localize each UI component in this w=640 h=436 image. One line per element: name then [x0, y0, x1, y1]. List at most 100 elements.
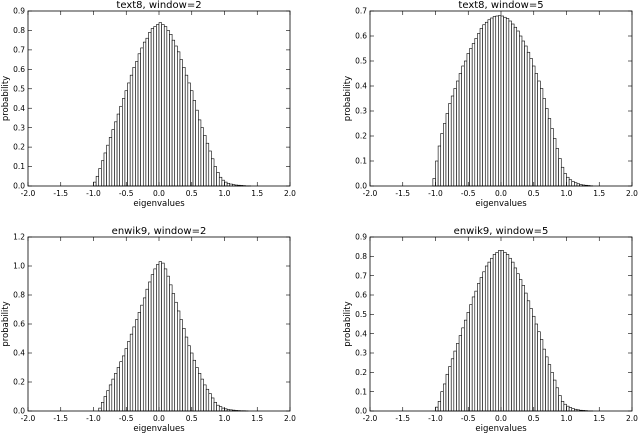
histogram-bar — [505, 18, 510, 187]
histogram-bar — [145, 288, 149, 412]
histogram-bar — [537, 80, 541, 187]
histogram-bar — [218, 406, 223, 412]
histogram-bar — [495, 15, 499, 187]
histogram-bar — [453, 88, 457, 187]
histogram-bar — [127, 82, 131, 187]
histogram-bar — [106, 144, 110, 187]
histogram-bar — [145, 37, 149, 187]
histogram-bar — [445, 113, 449, 187]
histogram-bar — [161, 24, 165, 187]
histogram-bar — [103, 152, 107, 187]
histogram-bar — [500, 250, 504, 412]
histogram-bar — [526, 51, 531, 187]
y-tick-label: 0.7 — [13, 45, 25, 54]
histogram-bar — [521, 40, 525, 187]
y-tick-label: 0.0 — [355, 182, 367, 191]
x-tick-label: 0.0 — [495, 414, 507, 423]
histogram-bar — [116, 113, 121, 187]
histogram-bar — [174, 45, 178, 187]
histogram-bar — [539, 88, 544, 187]
x-tick-label: 0.5 — [186, 414, 198, 423]
histogram-bar — [106, 390, 110, 412]
histogram-bar — [474, 38, 478, 187]
y-tick-label: 0.4 — [13, 349, 25, 358]
histogram-bar — [213, 401, 217, 412]
histogram-bar — [213, 166, 217, 187]
x-tick-label: -1.0 — [428, 189, 443, 198]
y-tick-label: 0.1 — [13, 162, 25, 171]
y-tick-label: 0.0 — [13, 407, 25, 416]
histogram-bar — [471, 296, 476, 412]
histogram-bar — [184, 336, 189, 412]
histogram-bar — [448, 103, 452, 187]
histogram-bar — [568, 179, 573, 187]
histogram-bar — [171, 293, 176, 412]
y-tick-label: 0.4 — [13, 104, 25, 113]
histogram-bar — [205, 388, 210, 412]
histogram-bar — [148, 281, 152, 412]
histogram-bar — [568, 407, 573, 412]
histogram-bar — [208, 150, 212, 187]
histogram-bar — [203, 384, 207, 412]
histogram-bar — [166, 275, 170, 412]
histogram-bar — [435, 160, 439, 187]
histogram-bar — [466, 53, 470, 187]
histogram-bar — [456, 80, 460, 187]
x-tick-label: 0.5 — [528, 189, 540, 198]
histogram-bar — [560, 166, 565, 187]
x-tick-label: 1.0 — [561, 189, 573, 198]
histogram-bar — [482, 24, 486, 187]
y-axis-label: probability — [343, 76, 353, 121]
histogram-bar — [124, 90, 128, 187]
histogram-bar — [519, 35, 523, 187]
histogram-bar — [98, 407, 102, 412]
histogram-bar — [534, 73, 538, 187]
histogram-bar — [108, 384, 113, 412]
histogram-bar — [135, 319, 139, 412]
y-tick-label: 0.0 — [13, 182, 25, 191]
histogram-bar — [529, 58, 533, 187]
x-tick-label: -1.5 — [53, 414, 68, 423]
histogram-bar — [95, 175, 100, 187]
histogram-bar — [122, 355, 126, 412]
histogram-bar — [469, 48, 473, 187]
histogram-bar — [513, 267, 518, 412]
chart-title: text8, window=2 — [116, 0, 201, 11]
histogram-bar — [453, 350, 457, 412]
y-tick-label: 0.8 — [355, 252, 367, 261]
histogram-bar — [505, 254, 510, 412]
y-tick-label: 0.7 — [355, 271, 367, 280]
y-tick-label: 0.5 — [355, 57, 367, 66]
histogram-bar — [445, 373, 449, 412]
chart-panel-1: -2.0 -1.5 -1.0 -0.5 0.0 0.5 1.0 1.5 2.0 0.0 0.1 0.2… — [1, 0, 296, 209]
x-tick-label: 1.5 — [251, 189, 263, 198]
histogram-bar — [542, 348, 546, 412]
histogram-bar — [132, 67, 136, 187]
histogram-bar — [534, 323, 538, 412]
histogram-bar — [550, 128, 554, 187]
histogram-bar — [187, 345, 191, 412]
histogram-bar — [218, 176, 223, 187]
histogram-bar — [432, 178, 436, 187]
histogram-bar — [203, 135, 207, 187]
y-tick-label: 0.6 — [355, 291, 367, 300]
histogram-bar — [555, 148, 559, 187]
histogram-bar — [490, 257, 494, 412]
histogram-bar — [216, 172, 220, 187]
y-tick-label: 0.2 — [355, 368, 367, 377]
histogram-bar — [135, 61, 139, 187]
histogram-bar — [490, 17, 494, 187]
histogram-bar — [529, 308, 533, 412]
histogram-bar — [484, 21, 489, 187]
histogram-bar — [542, 98, 546, 187]
histogram-bar — [137, 312, 141, 412]
y-tick-label: 0.4 — [355, 329, 367, 338]
histogram-bar — [435, 406, 439, 412]
histogram-bar — [221, 179, 225, 187]
x-tick-label: -0.5 — [119, 414, 134, 423]
histogram-bar — [216, 404, 220, 412]
histogram-bar — [211, 397, 215, 412]
y-tick-label: 1.2 — [13, 233, 25, 242]
histogram-bar — [205, 142, 210, 187]
histogram-bar — [560, 401, 565, 412]
